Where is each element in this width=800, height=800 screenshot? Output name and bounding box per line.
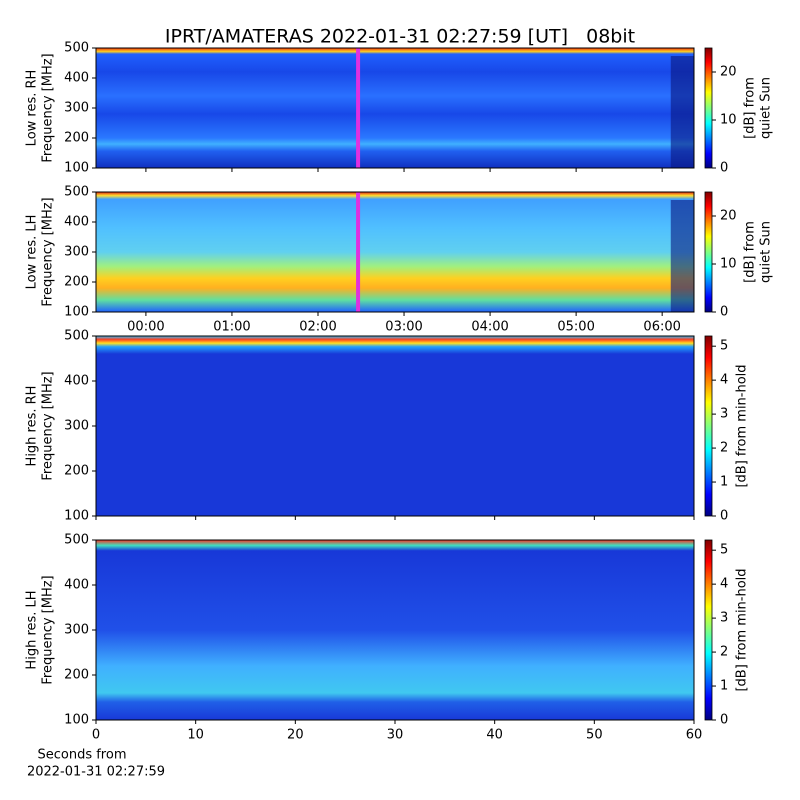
colorbar-tick-label: 4: [720, 373, 728, 388]
x-tick-label: 00:00: [127, 320, 164, 335]
colorbar-tick-label: 10: [720, 113, 737, 128]
time-marker: [356, 192, 361, 312]
y-tick-label: 500: [64, 185, 89, 200]
colorbar-tick-label: 10: [720, 257, 737, 272]
y-axis-label: Frequency [MHz]: [41, 197, 56, 306]
colorbar-label: quiet Sun: [759, 221, 774, 283]
colorbar-tick-label: 3: [720, 407, 728, 422]
spectrogram: [96, 192, 694, 312]
x-tick-label: 0: [92, 728, 100, 743]
y-axis-label: Low res. RH: [25, 70, 40, 147]
colorbar-tick-label: 1: [720, 679, 728, 694]
y-tick-label: 200: [64, 668, 89, 683]
colorbar-label: [dB] from min-hold: [735, 568, 750, 691]
y-axis-label: Frequency [MHz]: [41, 575, 56, 684]
y-tick-label: 200: [64, 464, 89, 479]
y-tick-label: 200: [64, 131, 89, 146]
colorbar: [704, 47, 713, 169]
colorbar-tick-label: 5: [720, 543, 728, 558]
colorbar-tick-label: 0: [720, 713, 728, 728]
y-tick-label: 500: [64, 329, 89, 344]
colorbar-tick-label: 4: [720, 577, 728, 592]
y-tick-label: 500: [64, 533, 89, 548]
x-tick-label: 06:00: [643, 320, 680, 335]
y-axis-label: Frequency [MHz]: [41, 53, 56, 162]
spectrogram: [96, 48, 694, 168]
x-tick-label: 01:00: [213, 320, 250, 335]
spectrogram: [96, 540, 694, 720]
colorbar-tick-label: 20: [720, 209, 737, 224]
x-tick-label: 10: [187, 728, 204, 743]
x-tick-label: 04:00: [471, 320, 508, 335]
colorbar-tick-label: 5: [720, 339, 728, 354]
y-tick-label: 100: [64, 509, 89, 524]
y-tick-label: 300: [64, 623, 89, 638]
spectrogram-edge: [670, 200, 694, 312]
spectrogram: [96, 336, 694, 516]
y-tick-label: 300: [64, 419, 89, 434]
y-tick-label: 200: [64, 275, 89, 290]
x-tick-label: 05:00: [557, 320, 594, 335]
time-marker: [356, 48, 361, 168]
colorbar-tick-label: 0: [720, 509, 728, 524]
x-tick-label: 60: [686, 728, 703, 743]
chart-title: IPRT/AMATERAS 2022-01-31 02:27:59 [UT] 0…: [165, 26, 635, 48]
colorbar-tick-label: 0: [720, 161, 728, 176]
y-tick-label: 400: [64, 71, 89, 86]
x-tick-label: 20: [287, 728, 304, 743]
colorbar-tick-label: 2: [720, 441, 728, 456]
y-axis-label: High res. LH: [25, 590, 40, 669]
colorbar-label: [dB] from: [743, 77, 758, 139]
y-tick-label: 400: [64, 578, 89, 593]
y-tick-label: 100: [64, 713, 89, 728]
x-tick-label: 02:00: [299, 320, 336, 335]
colorbar-label: quiet Sun: [759, 77, 774, 139]
y-tick-label: 100: [64, 161, 89, 176]
y-tick-label: 400: [64, 215, 89, 230]
y-axis-label: Frequency [MHz]: [41, 371, 56, 480]
x-tick-label: 03:00: [385, 320, 422, 335]
x-axis-label: 2022-01-31 02:27:59: [27, 765, 165, 780]
colorbar-tick-label: 1: [720, 475, 728, 490]
y-tick-label: 100: [64, 305, 89, 320]
colorbar-tick-label: 0: [720, 305, 728, 320]
x-tick-label: 30: [387, 728, 404, 743]
spectrogram-edge: [670, 56, 694, 168]
colorbar-tick-label: 2: [720, 645, 728, 660]
colorbar: [704, 191, 713, 313]
x-axis-label: Seconds from: [37, 748, 126, 763]
colorbar: [704, 539, 713, 721]
x-tick-label: 40: [486, 728, 503, 743]
y-axis-label: High res. RH: [25, 386, 40, 467]
colorbar-label: [dB] from: [743, 221, 758, 283]
colorbar: [704, 335, 713, 517]
y-tick-label: 300: [64, 245, 89, 260]
y-tick-label: 400: [64, 374, 89, 389]
colorbar-tick-label: 3: [720, 611, 728, 626]
y-axis-label: Low res. LH: [25, 215, 40, 290]
x-tick-label: 50: [586, 728, 603, 743]
y-tick-label: 500: [64, 41, 89, 56]
colorbar-label: [dB] from min-hold: [735, 364, 750, 487]
colorbar-tick-label: 20: [720, 65, 737, 80]
y-tick-label: 300: [64, 101, 89, 116]
